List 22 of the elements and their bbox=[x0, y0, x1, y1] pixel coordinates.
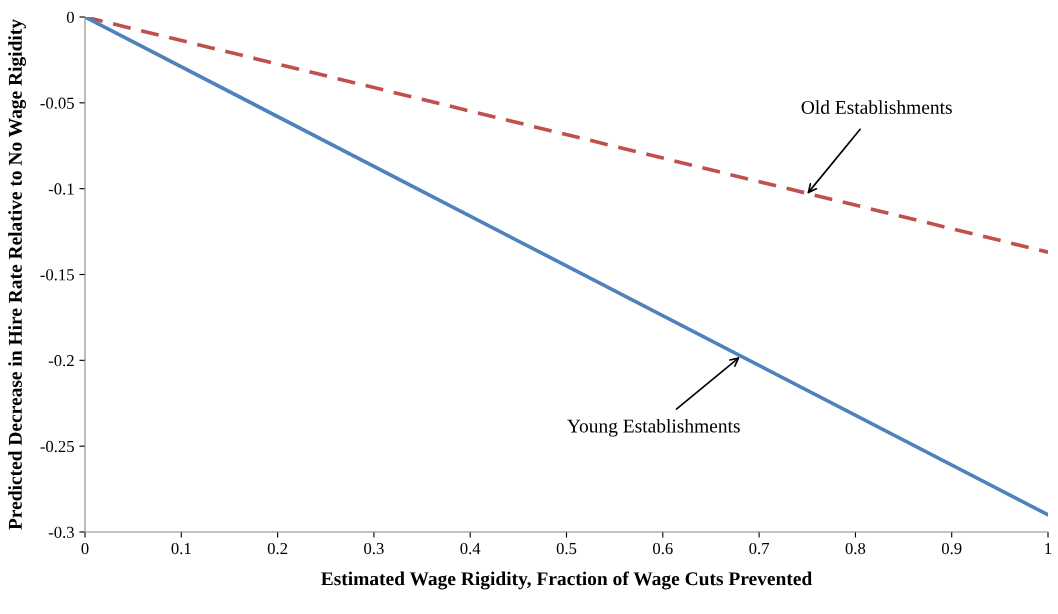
annotation: Young Establishments bbox=[567, 418, 740, 437]
x-tick-label: 0.3 bbox=[364, 542, 384, 555]
y-axis-title: Predicted Decrease in Hire Rate Relative to No Wage Rigidity bbox=[8, 19, 26, 530]
y-tick-label: 0 bbox=[66, 11, 74, 23]
x-tick-label: 0.4 bbox=[460, 542, 481, 555]
y-tick-label: -0.05 bbox=[40, 97, 74, 109]
y-tick-label: -0.25 bbox=[40, 440, 74, 453]
y-tick-label: -0.15 bbox=[40, 269, 74, 281]
x-axis-title: Estimated Wage Rigidity, Fraction of Wage Cuts Prevented bbox=[321, 571, 813, 590]
x-tick-label: 0 bbox=[81, 542, 89, 555]
x-tick-label: 0.8 bbox=[845, 542, 866, 555]
x-tick-label: 0.5 bbox=[556, 542, 577, 555]
x-tick-label: 0.9 bbox=[941, 542, 962, 555]
y-tick-label: -0.1 bbox=[48, 183, 74, 195]
annotation: Old Establishments bbox=[801, 100, 952, 114]
x-tick-label: 0.7 bbox=[749, 542, 770, 555]
x-tick-label: 0.2 bbox=[267, 542, 288, 555]
y-tick-label: -0.3 bbox=[48, 526, 74, 539]
x-tick-label: 0.6 bbox=[653, 542, 673, 555]
x-tick-label: 1 bbox=[1045, 542, 1052, 554]
y-tick-label: -0.2 bbox=[48, 355, 74, 367]
x-tick-label: 0.1 bbox=[171, 542, 191, 555]
